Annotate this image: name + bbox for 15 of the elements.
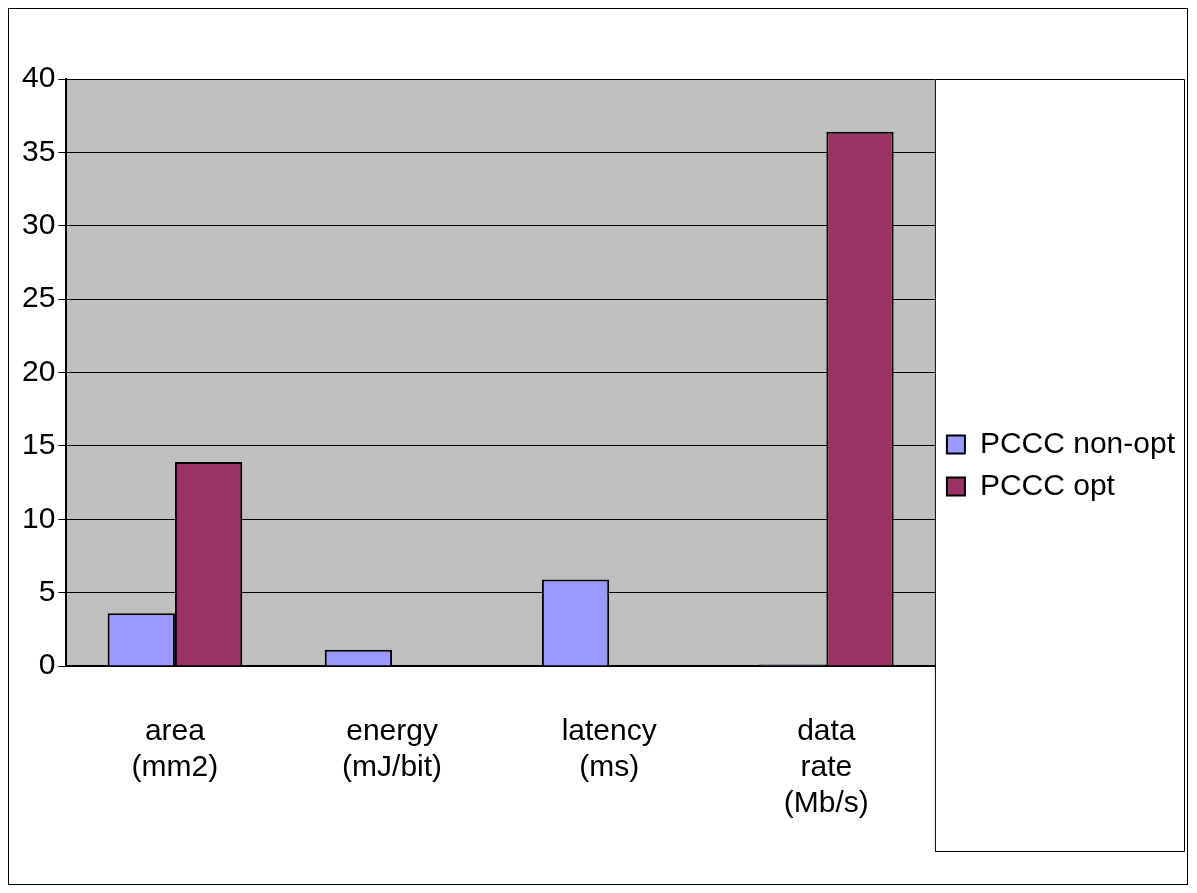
y-tick-label: 5	[38, 573, 56, 607]
y-tick-label: 0	[38, 647, 56, 681]
x-tick-label: area (mm2)	[131, 713, 219, 783]
y-tick-label: 15	[21, 427, 56, 461]
y-tick-label: 35	[21, 133, 56, 167]
legend-label: PCCC opt	[979, 467, 1116, 501]
y-tick-label: 25	[21, 280, 56, 314]
x-tick-label: energy (mJ/bit)	[342, 713, 443, 783]
y-tick-label: 10	[21, 500, 56, 534]
y-tick-label: 30	[21, 207, 56, 241]
x-tick-label: data rate (Mb/s)	[783, 713, 869, 819]
y-tick-label: 40	[21, 60, 56, 94]
x-tick-label: latency (ms)	[561, 713, 657, 783]
y-tick-label: 20	[21, 353, 56, 387]
legend-label: PCCC non-opt	[979, 425, 1176, 459]
